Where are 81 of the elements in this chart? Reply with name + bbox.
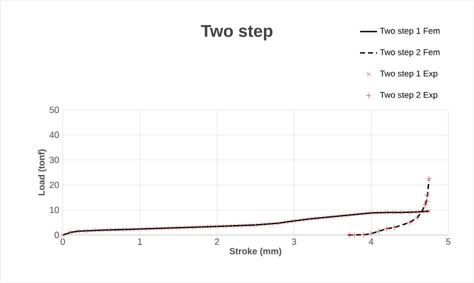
point	[268, 222, 274, 226]
point	[361, 212, 366, 216]
point	[408, 210, 412, 214]
point	[376, 228, 382, 234]
y-tick-label: 40	[49, 132, 59, 138]
point	[384, 226, 390, 232]
point	[199, 225, 204, 230]
y-axis-title: Load (tonf)	[38, 150, 46, 196]
point	[192, 225, 196, 230]
point	[360, 232, 366, 238]
point	[422, 202, 428, 208]
point	[276, 221, 281, 226]
point	[424, 192, 430, 198]
point	[222, 224, 227, 228]
x-tick-label: 3	[292, 238, 296, 246]
x-tick-label: 0	[60, 238, 65, 246]
point	[238, 224, 242, 228]
point	[406, 220, 413, 226]
legend-label: Two step 1 Fem	[380, 28, 440, 36]
point	[376, 210, 381, 215]
point	[214, 224, 220, 229]
point	[384, 210, 389, 215]
point	[160, 226, 166, 230]
x-tick-label: 1	[138, 238, 142, 245]
x-tick-label: 4	[368, 238, 374, 245]
point	[68, 230, 73, 235]
point	[168, 226, 173, 230]
point	[207, 224, 212, 229]
point	[60, 233, 65, 238]
point	[300, 218, 304, 222]
point	[138, 227, 142, 232]
legend-label: Two step 2 Fem	[380, 49, 440, 57]
point	[346, 232, 352, 238]
point	[426, 209, 432, 214]
point	[106, 228, 112, 232]
point	[284, 220, 288, 224]
point	[92, 228, 96, 233]
point	[84, 229, 88, 234]
point	[426, 176, 432, 182]
point	[153, 226, 158, 231]
point	[414, 214, 420, 220]
point	[230, 224, 234, 228]
chart-title: Two step	[201, 25, 272, 40]
point	[114, 228, 119, 232]
point	[292, 219, 296, 224]
point	[368, 231, 374, 237]
point	[122, 228, 127, 232]
point	[253, 223, 258, 228]
point	[76, 229, 80, 234]
point	[354, 212, 358, 217]
point	[423, 210, 428, 214]
y-tick-label: 10	[50, 206, 59, 214]
y-tick-label: 30	[50, 156, 59, 164]
x-axis-title: Stroke (mm)	[230, 248, 282, 256]
point	[424, 198, 430, 204]
point	[338, 214, 342, 218]
point	[330, 214, 335, 219]
point	[99, 228, 104, 232]
y-tick-label: 50	[50, 106, 59, 114]
point	[369, 211, 374, 216]
point	[146, 226, 150, 231]
point	[322, 216, 327, 220]
point	[346, 213, 350, 218]
point	[176, 226, 181, 230]
y-tick-label: 0	[54, 232, 59, 238]
point	[415, 210, 420, 214]
point	[391, 224, 398, 230]
point	[130, 227, 134, 232]
point	[261, 222, 266, 227]
x-tick-label: 5	[446, 238, 450, 245]
point	[184, 226, 188, 230]
y-tick-label: 20	[50, 182, 59, 188]
point	[307, 217, 312, 222]
point	[400, 210, 404, 215]
point	[351, 232, 358, 238]
legend-label: Two step 2 Exp	[380, 92, 438, 100]
point	[246, 223, 250, 228]
point	[392, 210, 396, 215]
point	[315, 216, 320, 220]
legend-label: Two step 1 Exp	[380, 70, 438, 78]
x-tick-label: 2	[214, 238, 220, 245]
